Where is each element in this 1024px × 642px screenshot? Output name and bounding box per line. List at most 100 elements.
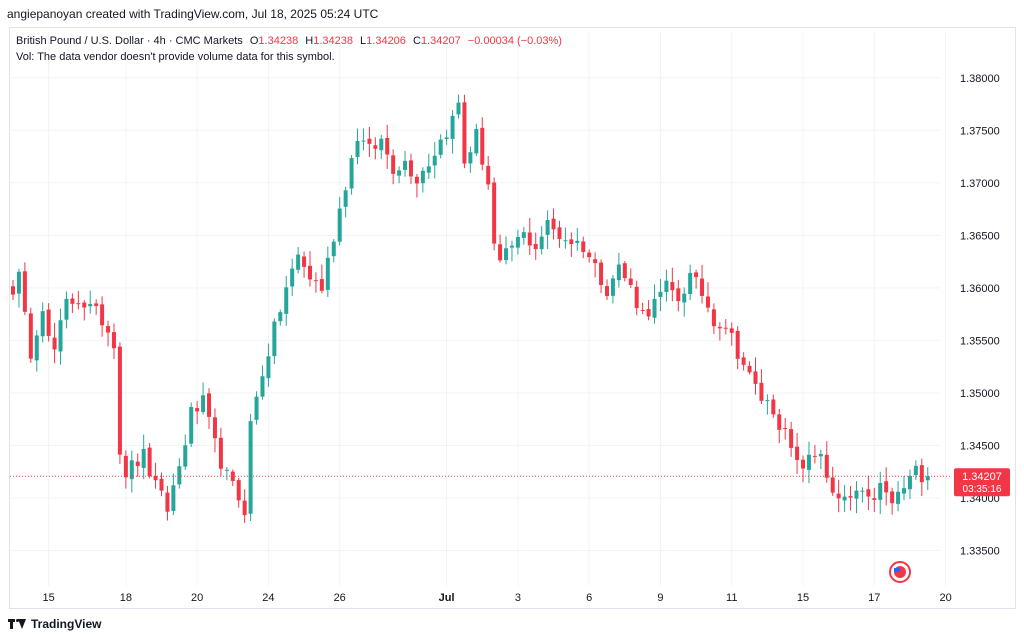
candle-body: [866, 489, 871, 497]
candle: [694, 269, 699, 289]
candle-body: [385, 137, 390, 155]
candle: [296, 247, 301, 274]
candle: [741, 352, 746, 371]
candle-body: [907, 475, 912, 490]
candle: [438, 134, 443, 159]
candle: [218, 427, 223, 476]
candle-body: [88, 303, 93, 307]
candle: [700, 264, 705, 304]
candle: [195, 401, 200, 425]
candle: [385, 124, 390, 169]
candle: [468, 146, 473, 173]
candle-body: [830, 477, 835, 493]
candle: [260, 365, 265, 400]
time-axis: 15 18 20 24 26 Jul 3 6 9 11 15 17 20: [43, 592, 952, 604]
candle-body: [302, 256, 307, 267]
candle-body: [224, 469, 229, 471]
candle-body: [290, 268, 295, 287]
candle: [272, 318, 277, 365]
candle: [913, 460, 918, 480]
candle: [331, 239, 336, 263]
candle: [153, 462, 158, 489]
candle-body: [129, 460, 134, 480]
candle: [46, 303, 51, 342]
candle-body: [711, 309, 716, 327]
candle: [860, 487, 865, 503]
y-tick-label: 1.34500: [960, 440, 1000, 452]
y-tick-label: 1.36000: [960, 283, 1000, 295]
candle: [189, 402, 194, 447]
candle-body: [593, 259, 598, 264]
last-price-tag: [954, 468, 1010, 497]
candle: [11, 280, 15, 301]
candle-body: [771, 399, 776, 415]
candle: [640, 302, 645, 315]
y-tick-label: 1.38000: [960, 73, 1000, 85]
candle: [818, 449, 823, 470]
candle: [319, 264, 324, 294]
low-label: L: [360, 35, 367, 47]
candle-body: [735, 330, 740, 359]
candle: [313, 272, 318, 293]
y-tick-label: 1.33500: [960, 545, 1000, 557]
candle-body: [64, 298, 69, 320]
candle: [236, 477, 241, 508]
candle-body: [515, 236, 520, 248]
candle: [450, 109, 455, 154]
y-tick-label: 1.37500: [960, 125, 1000, 137]
brand-name[interactable]: TradingView: [31, 617, 102, 631]
candle-body: [676, 288, 681, 302]
candle-body: [717, 326, 722, 329]
candle-body: [777, 414, 782, 430]
candle-body: [599, 262, 604, 285]
candle: [795, 432, 800, 475]
candle-body: [622, 263, 627, 279]
candle-body: [111, 332, 116, 349]
candle-body: [616, 264, 621, 281]
symbol-title[interactable]: British Pound / U.S. Dollar · 4h · CMC M…: [16, 35, 243, 47]
candle: [498, 234, 503, 263]
candle-body: [212, 417, 217, 439]
candle-body: [159, 478, 164, 491]
candle-body: [135, 461, 140, 467]
y-tick-label: 1.36500: [960, 230, 1000, 242]
candle-body: [818, 453, 823, 457]
change-value: −0.00034 (−0.03%): [467, 35, 562, 47]
candle-body: [563, 240, 568, 242]
candle-body: [177, 466, 182, 485]
candle: [723, 319, 728, 335]
x-tick-label: Jul: [439, 592, 455, 604]
candle: [16, 268, 21, 308]
candle-body: [391, 155, 396, 174]
candle: [22, 262, 27, 316]
last-price-label: 1.34207: [962, 471, 1002, 483]
candle: [343, 186, 348, 218]
candle-body: [723, 327, 728, 329]
candle-body: [361, 140, 366, 142]
candle-body: [539, 236, 544, 250]
candle: [76, 291, 81, 310]
candle: [765, 394, 770, 415]
candle: [848, 486, 853, 511]
candle: [444, 129, 449, 145]
candle-body: [729, 328, 734, 333]
close-label: C: [412, 35, 421, 47]
candle: [676, 279, 681, 312]
candle-body: [902, 488, 906, 494]
candle-body: [919, 465, 924, 483]
candle: [201, 382, 206, 415]
candle-body: [890, 491, 895, 504]
candle: [705, 282, 710, 313]
candle-body: [527, 232, 532, 246]
candle: [812, 445, 817, 464]
tradingview-logo-icon: [8, 619, 26, 629]
candle-body: [836, 493, 841, 499]
candle: [242, 489, 247, 523]
candle-body: [747, 365, 752, 373]
candle-body: [408, 160, 413, 177]
candle: [177, 458, 182, 489]
countdown-label: 03:35:16: [963, 484, 1002, 495]
candles: [11, 94, 930, 523]
candle: [729, 322, 734, 346]
